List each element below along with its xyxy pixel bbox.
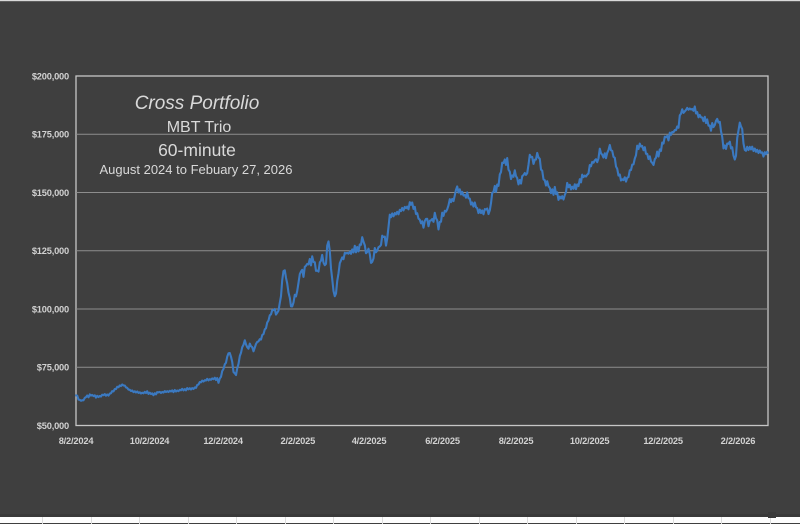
svg-text:August 2024 to Febuary 27, 202: August 2024 to Febuary 27, 2026 [100,162,293,177]
svg-text:Cross Portfolio: Cross Portfolio [135,93,260,114]
svg-text:$50,000: $50,000 [37,421,69,431]
svg-text:12/2/2025: 12/2/2025 [643,436,683,446]
svg-text:10/2/2024: 10/2/2024 [130,436,171,446]
svg-text:$200,000: $200,000 [32,71,69,81]
svg-text:8/2/2025: 8/2/2025 [499,436,534,446]
svg-text:2/2/2026: 2/2/2026 [721,436,756,446]
svg-text:MBT Trio: MBT Trio [167,119,232,136]
svg-text:$100,000: $100,000 [32,304,69,314]
svg-text:$75,000: $75,000 [37,363,69,373]
svg-text:6/2/2025: 6/2/2025 [425,436,460,446]
svg-text:$175,000: $175,000 [32,130,69,140]
svg-text:8/2/2024: 8/2/2024 [59,436,95,446]
svg-text:60-minute: 60-minute [158,140,236,160]
svg-text:4/2/2025: 4/2/2025 [352,436,387,446]
svg-text:$125,000: $125,000 [32,246,69,256]
svg-text:12/2/2024: 12/2/2024 [203,436,244,446]
svg-text:$150,000: $150,000 [32,188,69,198]
svg-text:2/2/2025: 2/2/2025 [281,436,316,446]
svg-text:10/2/2025: 10/2/2025 [570,436,610,446]
